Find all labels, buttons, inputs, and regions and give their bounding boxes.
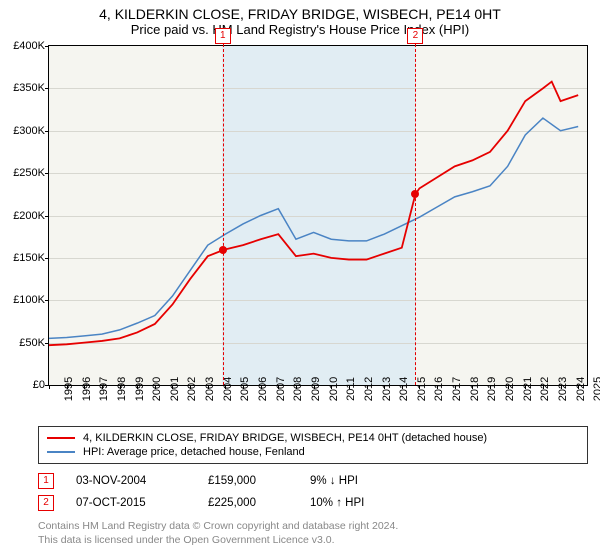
event-flag: 2 <box>407 28 423 44</box>
event-dot <box>219 246 227 254</box>
x-tick-mark <box>314 385 315 389</box>
event-price: £159,000 <box>208 475 288 487</box>
x-tick-mark <box>437 385 438 389</box>
event-row-2: 2 07-OCT-2015 £225,000 10% ↑ HPI <box>38 492 588 514</box>
x-tick-mark <box>543 385 544 389</box>
y-tick-label: £250K <box>13 167 45 179</box>
x-tick-mark <box>578 385 579 389</box>
chart-area: £0£50K£100K£150K£200K£250K£300K£350K£400… <box>48 45 588 386</box>
event-price: £225,000 <box>208 497 288 509</box>
y-tick-label: £150K <box>13 252 45 264</box>
event-date: 03-NOV-2004 <box>76 475 186 487</box>
x-tick-mark <box>208 385 209 389</box>
x-tick-mark <box>155 385 156 389</box>
attribution-line2: This data is licensed under the Open Gov… <box>38 534 588 548</box>
legend-swatch-hpi <box>47 451 75 453</box>
y-tick-label: £100K <box>13 294 45 306</box>
event-flag-2: 2 <box>38 495 54 511</box>
series-hpi <box>49 118 578 338</box>
x-tick-mark <box>508 385 509 389</box>
x-tick-mark <box>172 385 173 389</box>
series-subject <box>49 82 578 346</box>
chart-title: 4, KILDERKIN CLOSE, FRIDAY BRIDGE, WISBE… <box>0 6 600 22</box>
x-tick-mark <box>384 385 385 389</box>
event-line <box>415 44 416 385</box>
x-tick-mark <box>278 385 279 389</box>
event-delta: 10% ↑ HPI <box>310 497 410 509</box>
x-tick-mark <box>84 385 85 389</box>
event-flag-1: 1 <box>38 473 54 489</box>
x-tick-mark <box>331 385 332 389</box>
x-tick-mark <box>455 385 456 389</box>
x-tick-mark <box>419 385 420 389</box>
y-tick-label: £300K <box>13 125 45 137</box>
legend-swatch-subject <box>47 437 75 439</box>
y-tick-label: £400K <box>13 40 45 52</box>
event-flag: 1 <box>215 28 231 44</box>
y-tick-label: £350K <box>13 82 45 94</box>
series-svg <box>49 46 587 385</box>
x-tick-mark <box>367 385 368 389</box>
event-date: 07-OCT-2015 <box>76 497 186 509</box>
legend-label-hpi: HPI: Average price, detached house, Fenl… <box>83 446 305 458</box>
legend: 4, KILDERKIN CLOSE, FRIDAY BRIDGE, WISBE… <box>38 426 588 464</box>
x-tick-mark <box>296 385 297 389</box>
x-tick-mark <box>67 385 68 389</box>
x-tick-mark <box>525 385 526 389</box>
attribution-line1: Contains HM Land Registry data © Crown c… <box>38 520 588 534</box>
x-tick-mark <box>472 385 473 389</box>
x-tick-mark <box>243 385 244 389</box>
chart-subtitle: Price paid vs. HM Land Registry's House … <box>0 22 600 37</box>
x-tick-mark <box>261 385 262 389</box>
x-tick-mark <box>490 385 491 389</box>
x-tick-mark <box>225 385 226 389</box>
event-delta: 9% ↓ HPI <box>310 475 410 487</box>
x-tick-mark <box>349 385 350 389</box>
event-line <box>223 44 224 385</box>
legend-row-subject: 4, KILDERKIN CLOSE, FRIDAY BRIDGE, WISBE… <box>47 431 579 445</box>
attribution: Contains HM Land Registry data © Crown c… <box>38 520 588 547</box>
x-tick-mark <box>190 385 191 389</box>
legend-label-subject: 4, KILDERKIN CLOSE, FRIDAY BRIDGE, WISBE… <box>83 432 487 444</box>
event-dot <box>411 190 419 198</box>
y-tick-label: £200K <box>13 210 45 222</box>
event-row-1: 1 03-NOV-2004 £159,000 9% ↓ HPI <box>38 470 588 492</box>
y-tick-label: £50K <box>19 337 45 349</box>
legend-row-hpi: HPI: Average price, detached house, Fenl… <box>47 445 579 459</box>
x-tick-mark <box>120 385 121 389</box>
y-tick-label: £0 <box>33 379 45 391</box>
x-tick-mark <box>102 385 103 389</box>
x-tick-mark <box>137 385 138 389</box>
events-table: 1 03-NOV-2004 £159,000 9% ↓ HPI 2 07-OCT… <box>38 470 588 514</box>
x-tick-mark <box>49 385 50 389</box>
x-tick-mark <box>402 385 403 389</box>
x-tick-mark <box>561 385 562 389</box>
